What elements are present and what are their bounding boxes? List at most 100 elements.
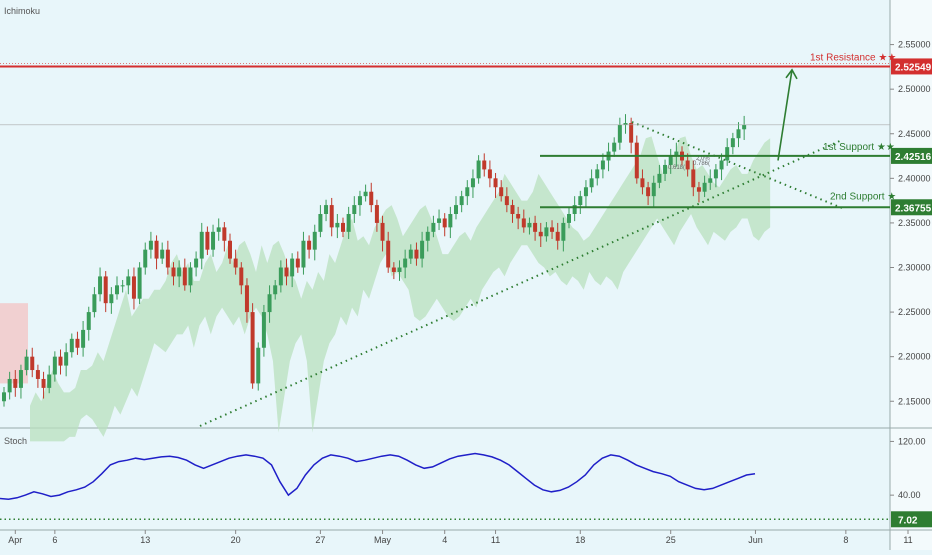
candle-body bbox=[2, 392, 6, 402]
candle-body bbox=[369, 191, 374, 206]
candle-body bbox=[454, 205, 458, 214]
x-tick-label: 13 bbox=[140, 535, 150, 545]
candle-body bbox=[555, 231, 560, 241]
x-tick-label: Apr bbox=[8, 535, 22, 545]
candle-body bbox=[600, 160, 605, 170]
candle-body bbox=[290, 258, 295, 277]
candle-body bbox=[284, 267, 289, 277]
candle-body bbox=[329, 205, 334, 228]
candle-body bbox=[199, 231, 204, 259]
price-tag bbox=[891, 199, 932, 216]
projection-arrow-line bbox=[777, 69, 793, 161]
x-tick-label: 11 bbox=[903, 535, 912, 545]
candle-body bbox=[713, 169, 718, 179]
price-tag bbox=[891, 58, 932, 75]
osc-reference-tag bbox=[891, 511, 932, 528]
candle-body bbox=[487, 169, 492, 179]
candle-body bbox=[92, 294, 97, 313]
candle-body bbox=[267, 294, 272, 313]
candle-body bbox=[86, 312, 91, 330]
candle-body bbox=[442, 218, 447, 228]
candle-body bbox=[103, 276, 108, 304]
candle-body bbox=[374, 205, 379, 223]
candle-body bbox=[578, 196, 583, 206]
candle-body bbox=[674, 151, 679, 157]
candle-body bbox=[261, 312, 266, 348]
candle-body bbox=[544, 227, 549, 237]
candle-body bbox=[742, 124, 747, 130]
price-tag-label: 2.42516 bbox=[895, 152, 932, 163]
price-y-tick-label: 2.20000 bbox=[898, 352, 931, 362]
candle-body bbox=[211, 231, 216, 250]
candle-body bbox=[357, 196, 362, 206]
price-y-tick-label: 2.45000 bbox=[898, 129, 931, 139]
x-tick-label: 8 bbox=[843, 535, 848, 545]
candle-body bbox=[617, 124, 622, 143]
price-tag-label: 2.52549 bbox=[895, 62, 932, 73]
candle-body bbox=[109, 294, 114, 304]
candle-body bbox=[295, 258, 300, 268]
candle-body bbox=[533, 222, 538, 232]
candle-body bbox=[668, 156, 673, 165]
candle-body bbox=[171, 267, 176, 277]
candle-body bbox=[634, 142, 639, 179]
candle-body bbox=[397, 267, 402, 272]
fib-level-label: 0.786( bbox=[693, 161, 710, 167]
x-tick-label: May bbox=[374, 535, 392, 545]
price-y-tick-label: 2.40000 bbox=[898, 173, 931, 183]
candle-body bbox=[318, 214, 323, 232]
candle-body bbox=[182, 267, 187, 286]
candle-body bbox=[160, 249, 165, 259]
candle-body bbox=[414, 249, 419, 259]
price-y-tick-label: 2.30000 bbox=[898, 263, 931, 273]
candle-body bbox=[278, 267, 283, 286]
candle-body bbox=[516, 214, 521, 219]
candle-body bbox=[583, 187, 588, 197]
candle-body bbox=[691, 169, 696, 188]
price-tag bbox=[891, 147, 932, 164]
fib-level-label: 0.618( bbox=[668, 165, 685, 171]
candle-body bbox=[538, 231, 543, 237]
candle-body bbox=[115, 285, 119, 295]
candle-body bbox=[572, 205, 577, 214]
price-y-tick-label: 2.35000 bbox=[898, 218, 931, 228]
price-y-tick-label: 2.15000 bbox=[898, 396, 931, 406]
price-tag-label: 2.36755 bbox=[895, 203, 932, 214]
stochastic-line bbox=[0, 452, 756, 500]
candle-body bbox=[131, 276, 136, 299]
fib-level-label: 2.0% bbox=[696, 156, 710, 162]
projection-arrowhead bbox=[785, 68, 798, 80]
price-axis-background bbox=[890, 0, 932, 550]
price-pane-indicator-label: Ichimoku bbox=[4, 6, 41, 16]
candle-body bbox=[307, 240, 312, 250]
candle-body bbox=[708, 178, 713, 183]
candle-body bbox=[425, 231, 430, 241]
candle-body bbox=[567, 214, 571, 223]
candle-body bbox=[98, 276, 103, 295]
candle-body bbox=[177, 267, 182, 277]
candle-body bbox=[335, 222, 340, 228]
candle-body bbox=[448, 214, 453, 228]
candle-body bbox=[13, 378, 18, 388]
candle-body bbox=[465, 187, 470, 197]
candle-body bbox=[363, 191, 368, 197]
osc-reference-label: 7.02 bbox=[898, 515, 918, 526]
candle-body bbox=[346, 214, 351, 232]
candle-body bbox=[482, 160, 487, 170]
x-tick-label: 11 bbox=[491, 535, 500, 545]
candle-body bbox=[459, 196, 464, 206]
candle-body bbox=[35, 370, 40, 379]
candle-body bbox=[69, 338, 74, 353]
candle-body bbox=[256, 347, 261, 384]
candle-body bbox=[696, 187, 701, 192]
candle-body bbox=[52, 356, 57, 375]
candle-body bbox=[595, 169, 600, 179]
candle-body bbox=[205, 231, 210, 250]
candle-body bbox=[623, 123, 628, 125]
candle-body bbox=[312, 231, 317, 250]
candle-body bbox=[702, 182, 707, 192]
candle-body bbox=[663, 164, 668, 174]
candle-body bbox=[273, 285, 278, 295]
price-y-tick-label: 2.55000 bbox=[898, 40, 931, 50]
